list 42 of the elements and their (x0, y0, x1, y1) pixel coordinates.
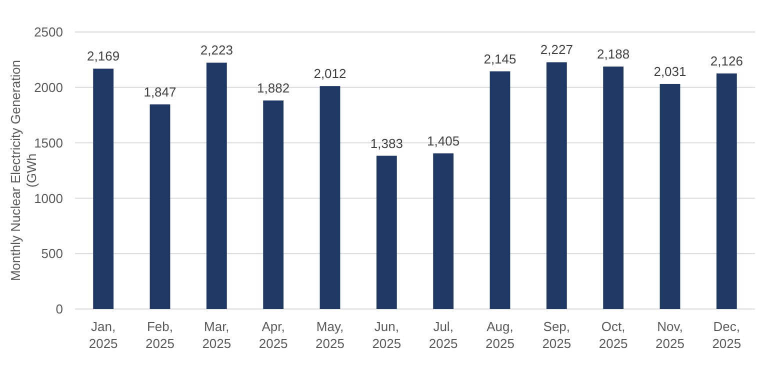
x-tick-label: Jul, 2025 (428, 319, 458, 351)
y-tick-label: 0 (56, 302, 63, 317)
y-tick-label: 2500 (34, 24, 63, 40)
bar (150, 104, 170, 309)
bar (546, 62, 567, 309)
y-tick-label: 1500 (34, 135, 63, 150)
x-tick-label: Jan, 2025 (88, 319, 118, 351)
x-tick-label: Aug, 2025 (486, 319, 514, 351)
x-tick-label: May, 2025 (316, 319, 344, 351)
data-label: 1,847 (144, 84, 176, 100)
data-label: 2,227 (540, 42, 573, 58)
x-tick-label: Dec, 2025 (712, 319, 742, 351)
data-label: 2,031 (654, 64, 686, 79)
x-tick-label: Feb, 2025 (146, 319, 174, 351)
bar (716, 73, 737, 309)
data-label: 1,405 (427, 133, 460, 148)
data-label: 2,169 (87, 48, 120, 64)
y-tick-label: 2000 (34, 80, 63, 95)
data-label: 2,188 (597, 46, 630, 62)
y-tick-label: 1000 (34, 190, 63, 206)
x-tick-label: Mar, 2025 (202, 319, 232, 351)
bar (433, 153, 454, 309)
data-label: 2,126 (710, 53, 743, 68)
data-label: 1,383 (370, 136, 403, 151)
x-tick-label: Oct, 2025 (598, 319, 628, 351)
data-label: 2,223 (200, 42, 233, 58)
x-tick-label: Sep, 2025 (542, 319, 572, 351)
data-label: 2,145 (484, 51, 516, 66)
bar (93, 68, 114, 309)
bar (490, 71, 510, 309)
bar (206, 62, 227, 309)
x-tick-label: Apr, 2025 (258, 319, 288, 351)
x-tick-label: Nov, 2025 (656, 319, 684, 351)
bar (263, 100, 284, 309)
y-tick-label: 500 (41, 246, 63, 262)
bar (603, 66, 624, 309)
bar (320, 86, 340, 309)
bar (660, 84, 680, 309)
data-label: 1,882 (257, 80, 290, 96)
bar (376, 156, 397, 309)
x-tick-label: Jun, 2025 (372, 319, 402, 351)
data-label: 2,012 (314, 66, 346, 82)
